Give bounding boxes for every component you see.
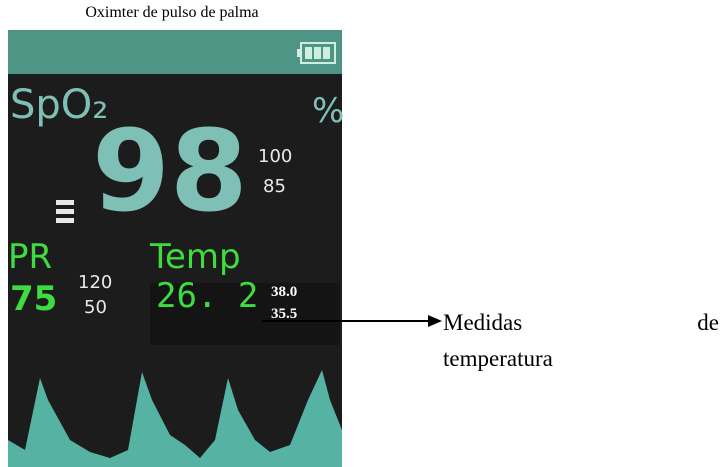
unit: % — [312, 91, 344, 131]
device-screen: SpO₂ % 98 100 85 PR Temp 75 120 50 26. 2… — [0, 0, 724, 467]
annotation-line: temperatura — [443, 341, 719, 377]
pr-label: PR — [8, 237, 52, 277]
page: Oximter de pulso de palma SpO₂ % 98 100 … — [0, 0, 724, 467]
pr-value: 75 — [10, 279, 57, 319]
annotation: Medidas de temperatura — [443, 305, 719, 377]
temp-value: 26. 2 — [156, 276, 258, 316]
spo2-high: 100 — [258, 146, 292, 167]
temp-high: 38.0 — [271, 284, 297, 300]
bar-icon — [56, 200, 74, 223]
spo2-value: 98 — [92, 107, 248, 237]
top-bar — [8, 30, 342, 74]
pr-high: 120 — [78, 272, 112, 293]
temp-label: Temp — [149, 237, 241, 277]
pr-low: 50 — [84, 297, 107, 318]
temp-low: 35.5 — [271, 306, 297, 322]
spo2-low: 85 — [263, 176, 286, 197]
annotation-line: Medidas de — [443, 305, 719, 341]
